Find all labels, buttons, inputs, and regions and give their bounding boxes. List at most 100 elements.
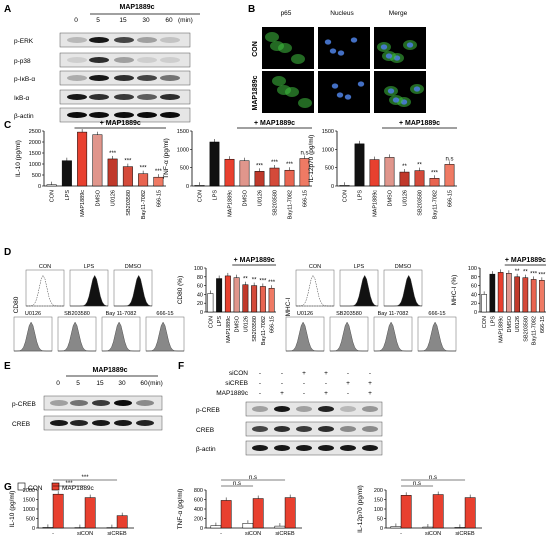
blot-band: [252, 445, 268, 451]
panelD-cd80-chart-category-label: LPS: [217, 316, 223, 327]
blot-band: [318, 426, 334, 432]
cell-nucleus: [324, 39, 332, 45]
panelC-chart1-category-label: Bay11-7082: [141, 190, 147, 219]
panelG-chart1-y-tick-label: 2000: [23, 488, 35, 494]
panelD-cd80-chart-significance: **: [252, 278, 257, 284]
panelC-chart2-bar: [224, 158, 235, 187]
histogram-label: CON: [309, 264, 321, 270]
panelD-mhc-chart-y-tick-label: 0: [474, 310, 477, 316]
panelF-condition-mark: -: [259, 390, 261, 397]
panelC-chart3-significance: **: [417, 163, 422, 169]
panelC-chart2-significance: ***: [256, 163, 264, 169]
cell-nucleus: [331, 83, 339, 89]
panelC-chart2-y-axis-label: TNF-α (pg/ml): [163, 138, 170, 179]
mhc-top-histogram: [296, 274, 334, 307]
panel-letter-F: F: [178, 361, 184, 372]
panelC-chart3-category-label: CON: [343, 190, 349, 202]
cell-cytoplasm: [291, 54, 305, 64]
panelC-chart1-y-tick-label: 500: [32, 173, 41, 179]
panelG-chart1-y-tick-label: 1000: [23, 507, 35, 513]
panelG-chart3-y-tick-label: 0: [380, 526, 383, 532]
panelG-chart1-group-label: siCREB: [107, 531, 127, 537]
panelF-condition-mark: -: [259, 370, 261, 377]
cd80-top-histogram: [114, 274, 153, 307]
blot-strip: [245, 421, 383, 437]
panelC-chart2-bar: [239, 160, 250, 187]
panelC-chart3-bar: [384, 157, 395, 187]
legend-swatch-map1889c: [51, 482, 60, 491]
panelA-row-label: p-IκB-α: [14, 76, 35, 83]
blot-band: [114, 57, 134, 63]
panelF-condition-mark: -: [303, 380, 305, 387]
panelD-mhc-chart-header-label: + MAP1889c: [505, 257, 546, 264]
panelD-mhc-chart-category-label: CON: [482, 316, 488, 328]
panelC-chart3-significance: ***: [431, 170, 439, 176]
panelC-chart1-y-tick-label: 2000: [29, 140, 41, 146]
panelG-chart1-bar: [84, 497, 96, 529]
blot-band: [89, 94, 109, 100]
histogram-label: Bay 11-7082: [378, 311, 409, 317]
cell-nucleus: [406, 42, 414, 48]
panelG-chart3-group-label: -: [400, 531, 402, 537]
panelG-chart2-bar: [210, 525, 222, 529]
blot-band: [137, 112, 157, 118]
panelG-chart2-group-label: -: [220, 531, 222, 537]
panelF-row-label: CREB: [196, 427, 214, 434]
panelC-chart1-bar: [92, 134, 103, 187]
panelD-mhc-chart-category-label: SB203580: [523, 316, 529, 342]
blot-band: [296, 426, 312, 432]
blot-strip: [59, 52, 191, 68]
panelD-cd80-chart-bar: [207, 293, 214, 313]
panelB-column-label: p65: [281, 10, 292, 17]
panelD-cd80-chart-y-tick-label: 20: [197, 301, 203, 307]
mhc-top-histogram: [340, 274, 379, 307]
panelD-mhc-chart-y-tick-label: 60: [471, 284, 477, 290]
blot-band: [137, 37, 157, 43]
blot-band: [160, 37, 180, 43]
legend-label-map1889c: MAP1889c: [62, 485, 95, 492]
panelE-unit-label: (min): [148, 380, 163, 387]
panelA-timepoint: 15: [119, 17, 127, 24]
histogram-label: U0126: [297, 311, 313, 317]
cell-cytoplasm: [272, 76, 286, 86]
panelG-chart2-y-tick-label: 600: [194, 498, 203, 504]
panelD-cd80-chart-y-tick-label: 100: [194, 266, 203, 272]
panelA-timepoint: 0: [74, 17, 78, 24]
panelC-chart1-y-tick-label: 2500: [29, 129, 41, 135]
panelC-chart3-category-label: U0126: [403, 190, 409, 206]
panelF-condition-mark: -: [259, 380, 261, 387]
blot-band: [137, 75, 157, 81]
panelG-chart1-bar: [42, 527, 54, 529]
panelA-timepoint: 60: [165, 17, 173, 24]
panelC-chart3-bar: [354, 143, 365, 187]
panelC-chart1-category-label: SB203580: [126, 190, 132, 216]
panelE-timepoint: 5: [76, 380, 80, 387]
panelB-row-label: CON: [252, 41, 259, 57]
panelE-timepoint: 60: [140, 380, 148, 387]
panelC-chart1-y-axis-label: IL-10 (pg/ml): [15, 140, 22, 177]
panelD-mhc-chart-bar: [522, 277, 529, 313]
blot-band: [296, 445, 312, 451]
panel-letter-B: B: [248, 4, 255, 15]
blot-band: [137, 94, 157, 100]
panelC-chart2-category-label: 666-15: [303, 190, 309, 207]
panelC-chart2-header-label: + MAP1889c: [254, 120, 295, 127]
panelC-chart1-bar: [61, 160, 72, 187]
panelC-chart2-category-label: MAP1889c: [228, 190, 234, 217]
histogram-label: LPS: [354, 264, 365, 270]
panelC-chart1-category-label: U0126: [111, 190, 117, 206]
panelC-chart1-bar: [138, 173, 149, 187]
panelC-chart3-category-label: LPS: [358, 190, 364, 201]
cd80-top-histogram: [70, 274, 109, 307]
panelD-cd80-chart-category-label: U0126: [243, 316, 249, 332]
panelD-mhc-chart-bar: [539, 280, 545, 313]
panelC-chart2-category-label: DMSO: [243, 189, 249, 206]
blot-band: [89, 112, 109, 118]
panelD-cd80-chart-y-axis-label: CD80 (%): [177, 276, 184, 305]
blot-band: [136, 420, 154, 426]
histogram-label: 666-15: [428, 311, 445, 317]
panelC-chart2-y-tick-label: 0: [186, 184, 189, 190]
panelF-condition-mark: +: [324, 390, 328, 397]
panelD-mhc-chart-significance: ***: [538, 272, 546, 278]
